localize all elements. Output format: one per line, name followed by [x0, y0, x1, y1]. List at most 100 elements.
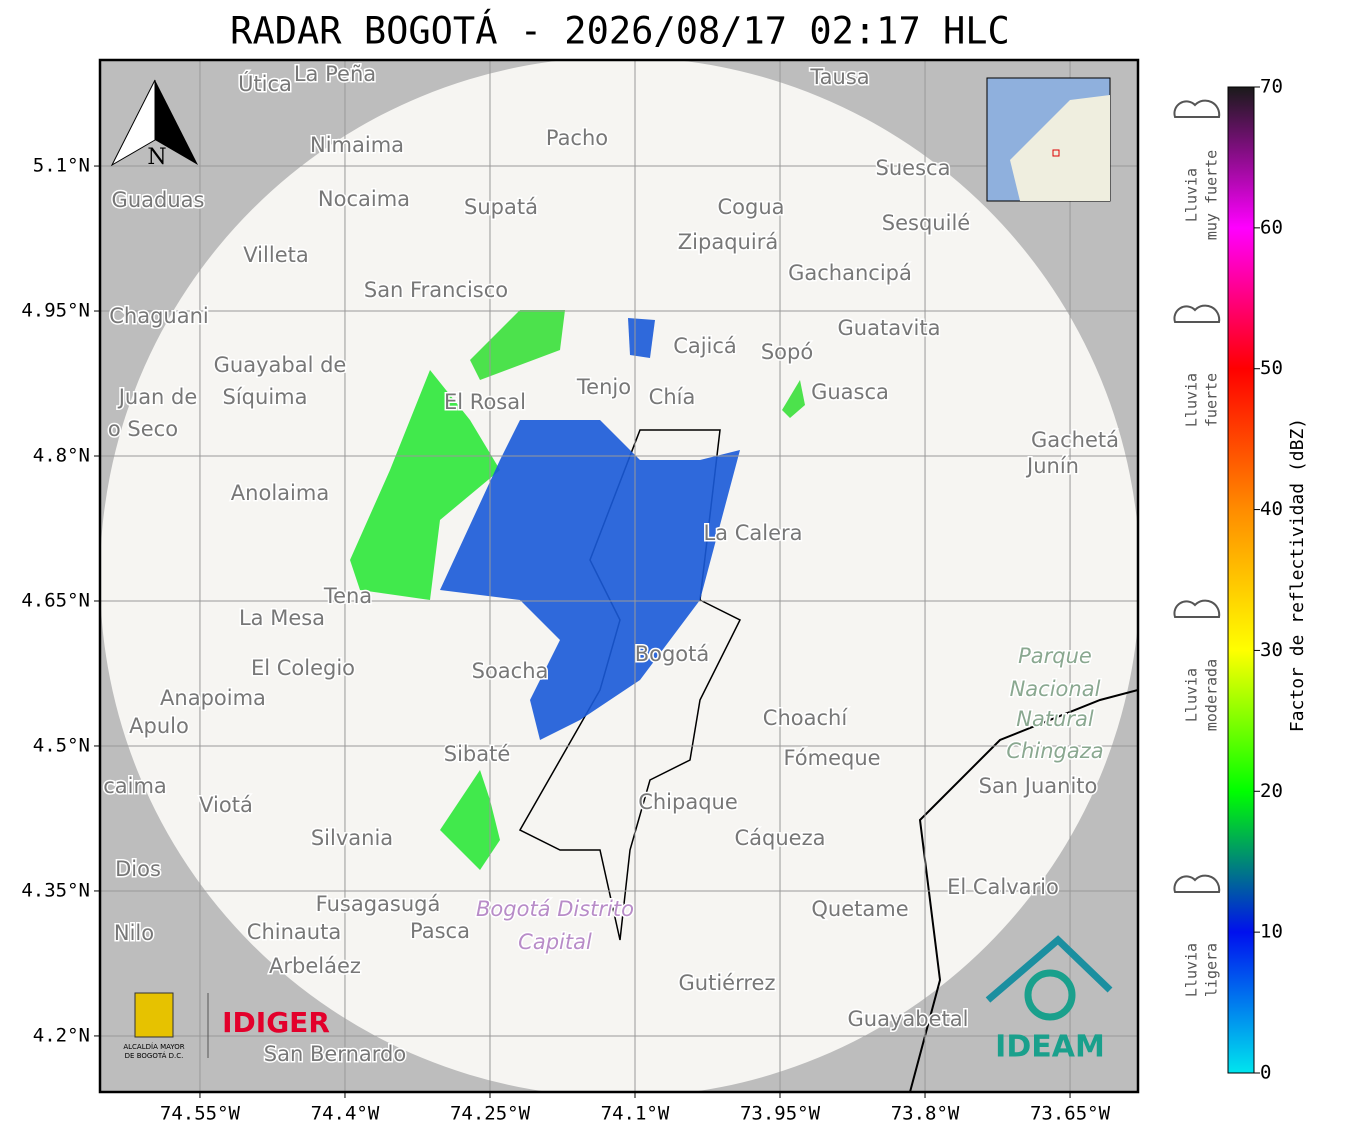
inset-land — [1010, 95, 1110, 201]
rain-label: Lluvia — [1183, 373, 1201, 427]
weather-icon — [1173, 599, 1221, 618]
place-label: Apulo — [129, 714, 189, 738]
logo-text: DE BOGOTÁ D.C. — [125, 1051, 184, 1060]
colorbar-tick-label: 70 — [1260, 76, 1283, 98]
place-label: Suesca — [876, 156, 951, 180]
place-label: Tena — [323, 584, 372, 608]
colorbar-tick-label: 50 — [1260, 357, 1283, 379]
place-label: La Mesa — [239, 606, 325, 630]
place-label: Cáqueza — [735, 826, 826, 850]
x-tick-label: 73.8°W — [891, 1103, 960, 1125]
ideam-logo: IDEAM — [995, 1030, 1105, 1065]
place-label: Pasca — [410, 919, 470, 943]
weather-icon — [1173, 874, 1221, 893]
place-label: Sibaté — [444, 742, 511, 766]
ticks: 74.55°W 74.4°W 74.25°W 74.1°W 73.95°W 73.8°W 7… — [21, 155, 1110, 1125]
ideam-roof — [985, 935, 1113, 1003]
echo — [350, 370, 500, 600]
x-tick-label: 74.55°W — [160, 1103, 241, 1125]
ideam-swirl — [1024, 969, 1076, 1021]
map: Útica La Peña Tausa Pacho Nimaima Guaduas Noca… — [100, 60, 1138, 1092]
place-label: Guatavita — [838, 316, 941, 340]
place-label: Supatá — [464, 195, 538, 219]
x-tick-label: 74.4°W — [311, 1103, 380, 1125]
place-label: Chaguani — [109, 304, 209, 328]
place-label: La Calera — [703, 521, 802, 545]
place-label: Gutiérrez — [679, 971, 776, 995]
north-arrow — [155, 80, 198, 165]
place-label: Tausa — [809, 65, 869, 89]
place-label: Chingaza — [1006, 739, 1103, 763]
place-label: Capital — [518, 930, 592, 954]
y-tick-label: 4.5°N — [33, 734, 90, 756]
logo-text: ALCALDÍA MAYOR — [123, 1042, 184, 1051]
idiger-logo: IDIGER — [222, 1006, 330, 1039]
place-label: Soacha — [472, 659, 549, 683]
y-tick-label: 4.8°N — [33, 445, 90, 467]
place-label: El Colegio — [251, 656, 355, 680]
colorbar — [1227, 86, 1255, 1074]
y-tick-label: 4.2°N — [33, 1024, 90, 1046]
y-tick-label: 4.35°N — [21, 879, 90, 901]
place-label: Pacho — [546, 126, 608, 150]
place-label: La Peña — [294, 62, 376, 86]
place-label: Útica — [238, 71, 292, 96]
weather-icon — [1173, 304, 1221, 323]
colorbar-tick-label: 0 — [1260, 1062, 1271, 1084]
place-label: Villeta — [243, 243, 308, 267]
rain-category: Lluvia muy fuerte — [1173, 99, 1221, 240]
colorbar-tick-label: 40 — [1260, 498, 1283, 520]
place-label: o Seco — [108, 417, 178, 441]
place-label: Viotá — [199, 793, 253, 817]
map-frame — [98, 58, 1140, 1094]
x-tick-label: 74.25°W — [450, 1103, 531, 1125]
place-label: Tenjo — [576, 375, 631, 399]
place-label: Gachetá — [1031, 428, 1119, 452]
place-label: Silvania — [311, 826, 393, 850]
place-label: El Rosal — [444, 390, 526, 414]
echo — [470, 310, 565, 380]
echo — [440, 420, 740, 740]
y-tick-label: 4.95°N — [21, 300, 90, 322]
rain-category: Lluvia ligera — [1173, 874, 1221, 997]
places: Útica La Peña Tausa Pacho Nimaima Guaduas Noca… — [102, 61, 1121, 1068]
colorbar-tick-label: 60 — [1260, 216, 1283, 238]
colorbar-label: Factor de reflectividad (dBZ) — [1287, 418, 1308, 732]
place-label: Junín — [1025, 454, 1079, 478]
echo — [782, 380, 805, 418]
place-label: Arbeláez — [269, 954, 361, 978]
place-label: Fómeque — [783, 746, 880, 770]
bogota-shield — [134, 992, 174, 1038]
place-label: Guaduas — [112, 188, 205, 212]
place-label: Bogotá — [635, 642, 710, 666]
rain-label: Lluvia — [1183, 168, 1201, 222]
place-label: Nimaima — [310, 133, 404, 157]
place-label: Quetame — [811, 897, 908, 921]
place-label: Juan de — [117, 385, 198, 409]
place-label: Cogua — [717, 195, 784, 219]
place-label: San Bernardo — [264, 1042, 406, 1066]
colorbar-tick-label: 10 — [1260, 921, 1283, 943]
place-label: San Juanito — [979, 774, 1098, 798]
place-label: El Calvario — [947, 875, 1059, 899]
place-label: Sesquilé — [882, 211, 970, 235]
place-label: Sopó — [761, 340, 813, 364]
title: RADAR BOGOTÁ - 2026/08/17 02:17 HLC — [230, 9, 1010, 53]
place-label: Chipaque — [638, 790, 738, 814]
inset-marker — [1052, 149, 1060, 157]
place-label: Guasca — [811, 380, 889, 404]
place-label: Nacional — [1010, 677, 1101, 701]
rain-label: fuerte — [1203, 373, 1221, 427]
rain-label: moderada — [1203, 659, 1221, 731]
rain-category: Lluvia fuerte — [1173, 304, 1221, 427]
place-label: Bogotá Distrito — [476, 897, 634, 921]
place-label: Anapoima — [160, 686, 266, 710]
place-label: Choachí — [763, 706, 849, 730]
colorbar-tick-label: 30 — [1260, 639, 1283, 661]
place-label: Dios — [115, 857, 161, 881]
place-label: Chía — [649, 385, 696, 409]
place-label: caima — [103, 774, 167, 798]
department-border — [909, 689, 1138, 1092]
